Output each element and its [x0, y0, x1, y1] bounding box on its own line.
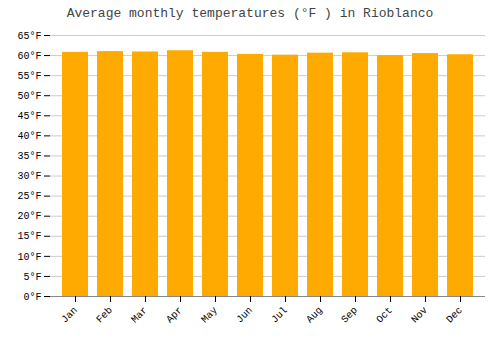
svg-text:Apr: Apr — [164, 305, 185, 326]
svg-text:Feb: Feb — [94, 305, 115, 326]
svg-text:45°F: 45°F — [17, 111, 41, 122]
svg-text:25°F: 25°F — [17, 191, 41, 202]
svg-text:Jan: Jan — [59, 305, 80, 326]
svg-text:65°F: 65°F — [17, 31, 41, 42]
svg-text:Aug: Aug — [304, 305, 325, 326]
svg-text:55°F: 55°F — [17, 71, 41, 82]
svg-text:0°F: 0°F — [23, 292, 41, 303]
svg-text:Jun: Jun — [234, 305, 255, 326]
svg-text:Oct: Oct — [374, 305, 395, 326]
html-text:Average monthly temperatures (: Average monthly temperatures (°F ) in Ri… — [66, 6, 434, 21]
svg-text:Nov: Nov — [409, 305, 430, 326]
svg-text:5°F: 5°F — [23, 272, 41, 283]
svg-text:60°F: 60°F — [17, 51, 41, 62]
svg-text:10°F: 10°F — [17, 252, 41, 263]
svg-text:20°F: 20°F — [17, 211, 41, 222]
svg-text:May: May — [199, 305, 220, 326]
svg-text:30°F: 30°F — [17, 171, 41, 182]
svg-text:Jul: Jul — [269, 305, 290, 326]
svg-text:Mar: Mar — [129, 305, 150, 326]
svg-text:50°F: 50°F — [17, 91, 41, 102]
svg-text:Dec: Dec — [444, 305, 465, 326]
svg-text:35°F: 35°F — [17, 151, 41, 162]
svg-text:40°F: 40°F — [17, 131, 41, 142]
svg-text:15°F: 15°F — [17, 231, 41, 242]
svg-text:Sep: Sep — [339, 305, 360, 326]
